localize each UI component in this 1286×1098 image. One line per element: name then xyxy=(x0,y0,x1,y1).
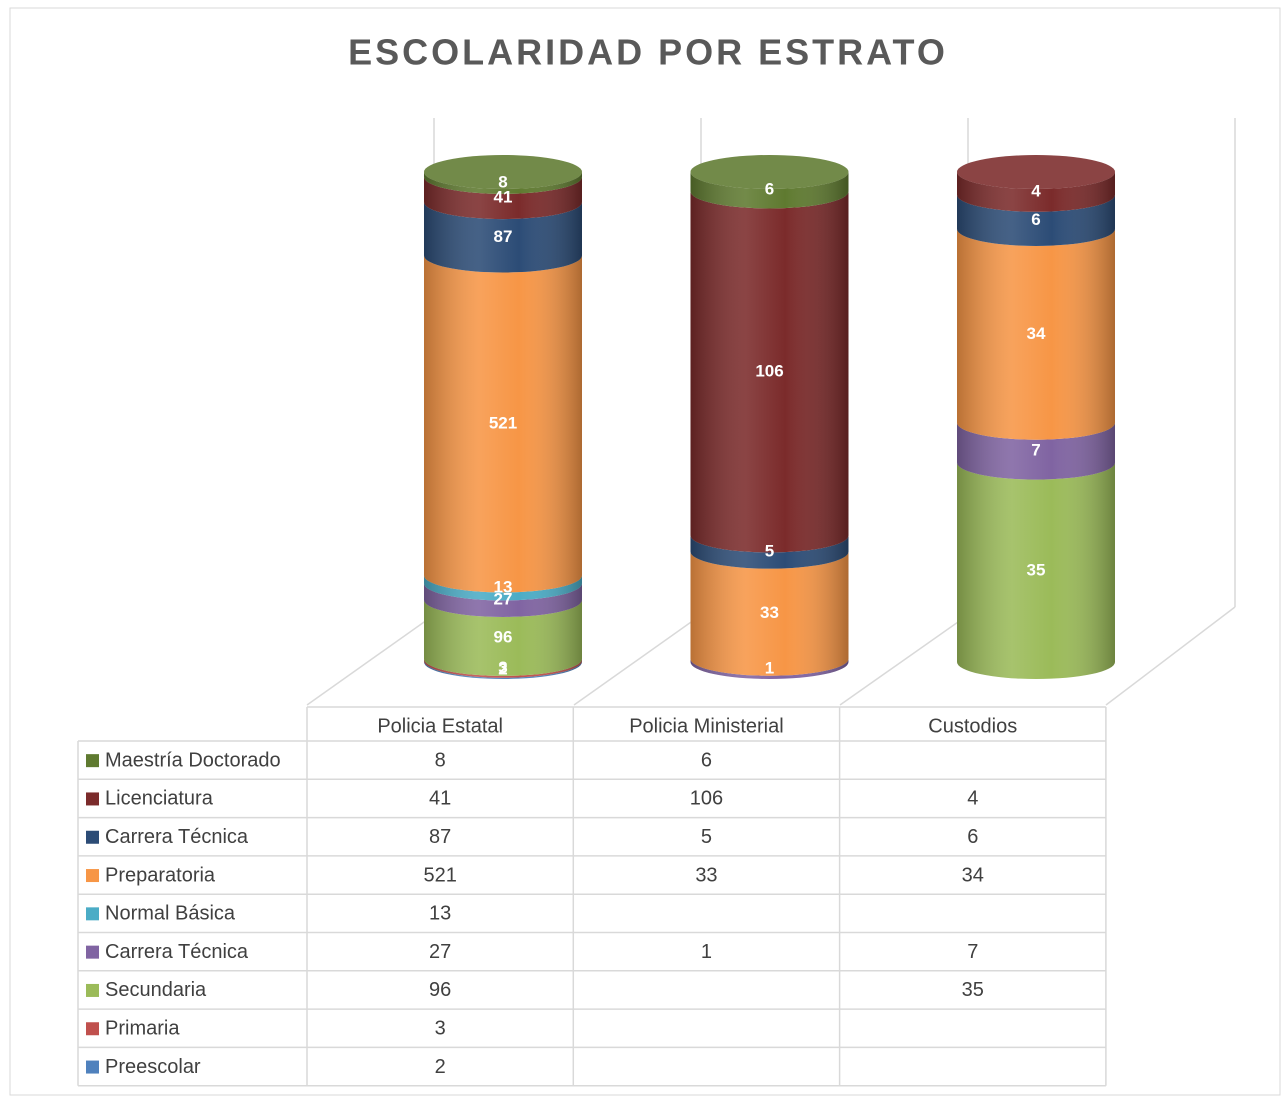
chart-title: ESCOLARIDAD POR ESTRATO xyxy=(348,32,948,73)
table-header: Policia Ministerial xyxy=(629,715,784,737)
data-label: 41 xyxy=(494,187,513,206)
table-cell: 87 xyxy=(429,826,451,848)
table-cell: 521 xyxy=(423,864,456,886)
table-cell: 5 xyxy=(701,826,712,848)
legend-label: Preparatoria xyxy=(105,864,216,886)
data-label: 1 xyxy=(765,658,774,677)
data-label: 3 xyxy=(498,658,507,677)
table-cell: 2 xyxy=(435,1056,446,1078)
legend-swatch xyxy=(86,754,99,768)
legend-label: Normal Básica xyxy=(105,903,236,925)
table-cell: 34 xyxy=(962,864,984,886)
legend-swatch xyxy=(86,792,99,806)
legend-swatch xyxy=(86,869,99,883)
cylinder-top-highlight xyxy=(957,155,1115,189)
table-cell: 13 xyxy=(429,903,451,925)
legend-label: Maestría Doctorado xyxy=(105,749,281,771)
data-label: 13 xyxy=(494,577,513,596)
legend-swatch xyxy=(86,830,99,844)
table-cell: 8 xyxy=(435,749,446,771)
table-cell: 3 xyxy=(435,1018,446,1040)
table-cell: 41 xyxy=(429,788,451,810)
data-label: 87 xyxy=(494,227,513,246)
data-label: 5 xyxy=(765,542,774,561)
legend-label: Secundaria xyxy=(105,979,207,1001)
legend-swatch xyxy=(86,1022,99,1036)
table-cell: 35 xyxy=(962,979,984,1001)
legend-label: Preescolar xyxy=(105,1056,201,1078)
data-label: 106 xyxy=(755,361,783,380)
table-cell: 96 xyxy=(429,979,451,1001)
cylinder-top-highlight xyxy=(690,155,849,189)
data-label: 34 xyxy=(1027,324,1046,343)
data-label: 4 xyxy=(1031,181,1041,200)
cylinder-top xyxy=(690,155,849,189)
table-cell: 1 xyxy=(701,941,712,963)
legend-swatch xyxy=(86,945,99,959)
data-label: 6 xyxy=(765,180,774,199)
legend-swatch xyxy=(86,1060,99,1074)
cylinder-top xyxy=(957,155,1115,189)
legend-label: Licenciatura xyxy=(105,788,214,810)
legend-label: Carrera Técnica xyxy=(105,826,249,848)
data-label: 33 xyxy=(760,603,779,622)
legend-swatch xyxy=(86,907,99,921)
table-cell: 7 xyxy=(967,941,978,963)
table-cell: 6 xyxy=(967,826,978,848)
table-cell: 4 xyxy=(967,788,978,810)
legend-swatch xyxy=(86,983,99,997)
table-header: Custodios xyxy=(928,715,1017,737)
cylinder-top-highlight xyxy=(424,155,582,189)
legend-label: Primaria xyxy=(105,1018,180,1040)
data-label: 27 xyxy=(494,590,513,609)
data-label: 8 xyxy=(498,172,507,191)
data-label: 2 xyxy=(498,659,507,678)
table-cell: 6 xyxy=(701,749,712,771)
cylinder-top xyxy=(424,155,582,189)
data-label: 96 xyxy=(494,627,513,646)
data-label: 6 xyxy=(1031,210,1040,229)
data-table xyxy=(77,706,1107,1087)
table-cell: 27 xyxy=(429,941,451,963)
table-cell: 33 xyxy=(695,864,717,886)
table-cell: 106 xyxy=(690,788,723,810)
table-header: Policia Estatal xyxy=(377,715,503,737)
data-label: 35 xyxy=(1027,560,1046,579)
data-label: 521 xyxy=(489,413,517,432)
legend-label: Carrera Técnica xyxy=(105,941,249,963)
data-label: 7 xyxy=(1031,441,1040,460)
